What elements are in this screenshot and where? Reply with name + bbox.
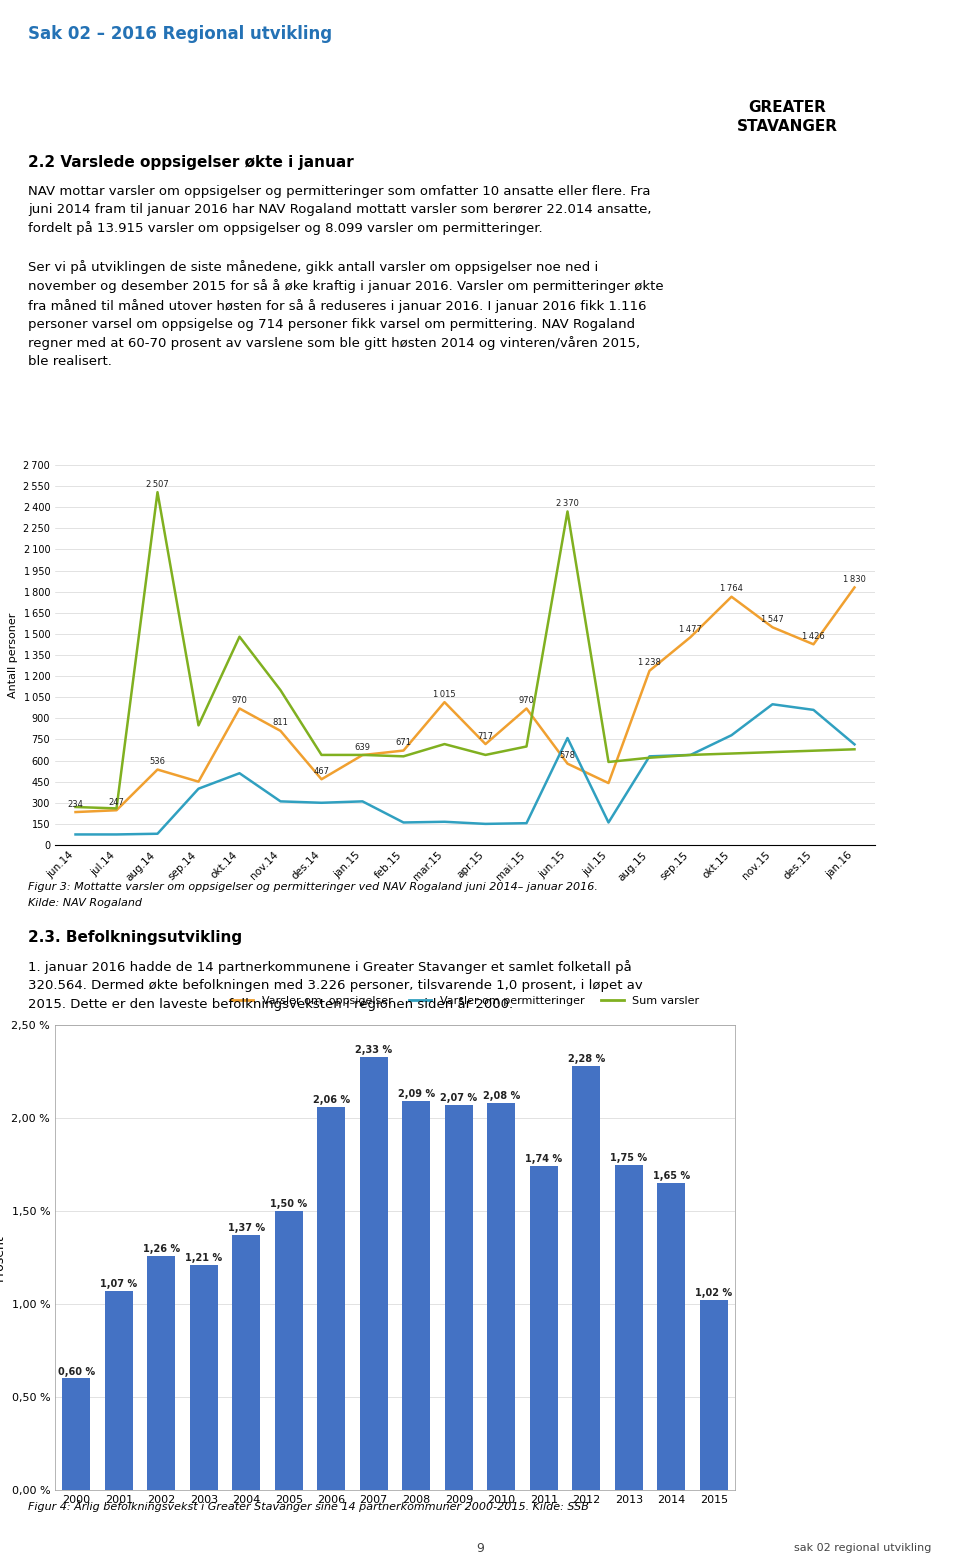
Text: 717: 717 bbox=[477, 731, 493, 740]
Text: 2,28 %: 2,28 % bbox=[567, 1054, 605, 1064]
Text: sak 02 regional utvikling: sak 02 regional utvikling bbox=[794, 1543, 931, 1553]
Text: Figur 3: Mottatte varsler om oppsigelser og permitteringer ved NAV Rogaland juni: Figur 3: Mottatte varsler om oppsigelser… bbox=[28, 883, 598, 892]
Bar bbox=[62, 1378, 90, 1490]
Text: 1 830: 1 830 bbox=[843, 575, 866, 584]
Bar bbox=[572, 1065, 600, 1490]
Y-axis label: Prosent: Prosent bbox=[0, 1234, 6, 1281]
Bar bbox=[360, 1056, 388, 1490]
Bar bbox=[318, 1107, 345, 1490]
Bar bbox=[148, 1256, 175, 1490]
Bar bbox=[615, 1165, 642, 1490]
Text: 1,65 %: 1,65 % bbox=[653, 1172, 690, 1181]
Text: 1 477: 1 477 bbox=[679, 625, 702, 634]
Text: 247: 247 bbox=[108, 798, 125, 806]
Bar bbox=[190, 1265, 218, 1490]
Text: GREATER
STAVANGER: GREATER STAVANGER bbox=[736, 100, 838, 134]
Text: 1,07 %: 1,07 % bbox=[100, 1279, 137, 1289]
Text: 2.3. Befolkningsutvikling: 2.3. Befolkningsutvikling bbox=[28, 929, 242, 945]
Bar bbox=[444, 1104, 472, 1490]
Text: 1 426: 1 426 bbox=[803, 631, 825, 640]
Text: 970: 970 bbox=[231, 697, 248, 704]
Text: 2 507: 2 507 bbox=[146, 480, 169, 489]
Text: Sak 02 – 2016 Regional utvikling: Sak 02 – 2016 Regional utvikling bbox=[28, 25, 332, 44]
Text: 639: 639 bbox=[354, 742, 371, 751]
Text: 2,07 %: 2,07 % bbox=[441, 1093, 477, 1103]
Text: 1,37 %: 1,37 % bbox=[228, 1223, 265, 1234]
Text: 2,06 %: 2,06 % bbox=[313, 1095, 349, 1104]
Text: 9: 9 bbox=[476, 1542, 484, 1554]
Text: 1 764: 1 764 bbox=[720, 584, 743, 594]
Text: 536: 536 bbox=[150, 758, 165, 765]
Text: 1. januar 2016 hadde de 14 partnerkommunene i Greater Stavanger et samlet folket: 1. januar 2016 hadde de 14 partnerkommun… bbox=[28, 961, 643, 1012]
Text: Kilde: NAV Rogaland: Kilde: NAV Rogaland bbox=[28, 898, 142, 908]
Text: 1,74 %: 1,74 % bbox=[525, 1154, 563, 1165]
Bar bbox=[275, 1211, 302, 1490]
Text: 811: 811 bbox=[273, 719, 288, 728]
Text: 2 370: 2 370 bbox=[556, 498, 579, 508]
Text: 1,75 %: 1,75 % bbox=[611, 1153, 647, 1162]
Text: 2,08 %: 2,08 % bbox=[483, 1092, 520, 1101]
Legend: Varsler om  oppsigelser, Varsler om permitteringer, Sum varsler: Varsler om oppsigelser, Varsler om permi… bbox=[226, 992, 704, 1011]
Text: 1,21 %: 1,21 % bbox=[185, 1253, 223, 1264]
Bar bbox=[105, 1290, 132, 1490]
Text: 234: 234 bbox=[67, 800, 84, 809]
Text: 671: 671 bbox=[396, 737, 412, 747]
Text: NAV mottar varsler om oppsigelser og permitteringer som omfatter 10 ansatte elle: NAV mottar varsler om oppsigelser og per… bbox=[28, 184, 652, 236]
Bar bbox=[700, 1300, 728, 1490]
Text: 2,09 %: 2,09 % bbox=[397, 1089, 435, 1100]
Text: 1,02 %: 1,02 % bbox=[695, 1289, 732, 1298]
Bar bbox=[658, 1182, 685, 1490]
Text: 2,33 %: 2,33 % bbox=[355, 1045, 393, 1054]
Text: 1,26 %: 1,26 % bbox=[143, 1243, 180, 1254]
Text: 578: 578 bbox=[560, 751, 575, 761]
Bar bbox=[530, 1167, 558, 1490]
Text: Figur 4: Årlig befolkningsvekst i Greater Stavanger sine 14 partnerkommuner 2000: Figur 4: Årlig befolkningsvekst i Greate… bbox=[28, 1500, 588, 1512]
Bar bbox=[488, 1103, 516, 1490]
Text: 1 015: 1 015 bbox=[433, 690, 456, 698]
Text: 467: 467 bbox=[314, 767, 329, 776]
Y-axis label: Antall personer: Antall personer bbox=[8, 612, 17, 698]
Text: 1 547: 1 547 bbox=[761, 615, 784, 623]
Bar bbox=[232, 1236, 260, 1490]
Text: 1,50 %: 1,50 % bbox=[270, 1200, 307, 1209]
Text: Ser vi på utviklingen de siste månedene, gikk antall varsler om oppsigelser noe : Ser vi på utviklingen de siste månedene,… bbox=[28, 259, 663, 369]
Text: 970: 970 bbox=[518, 697, 535, 704]
Bar bbox=[402, 1101, 430, 1490]
Text: 0,60 %: 0,60 % bbox=[58, 1367, 95, 1376]
Text: 2.2 Varslede oppsigelser økte i januar: 2.2 Varslede oppsigelser økte i januar bbox=[28, 155, 353, 170]
Text: 1 238: 1 238 bbox=[638, 658, 660, 667]
